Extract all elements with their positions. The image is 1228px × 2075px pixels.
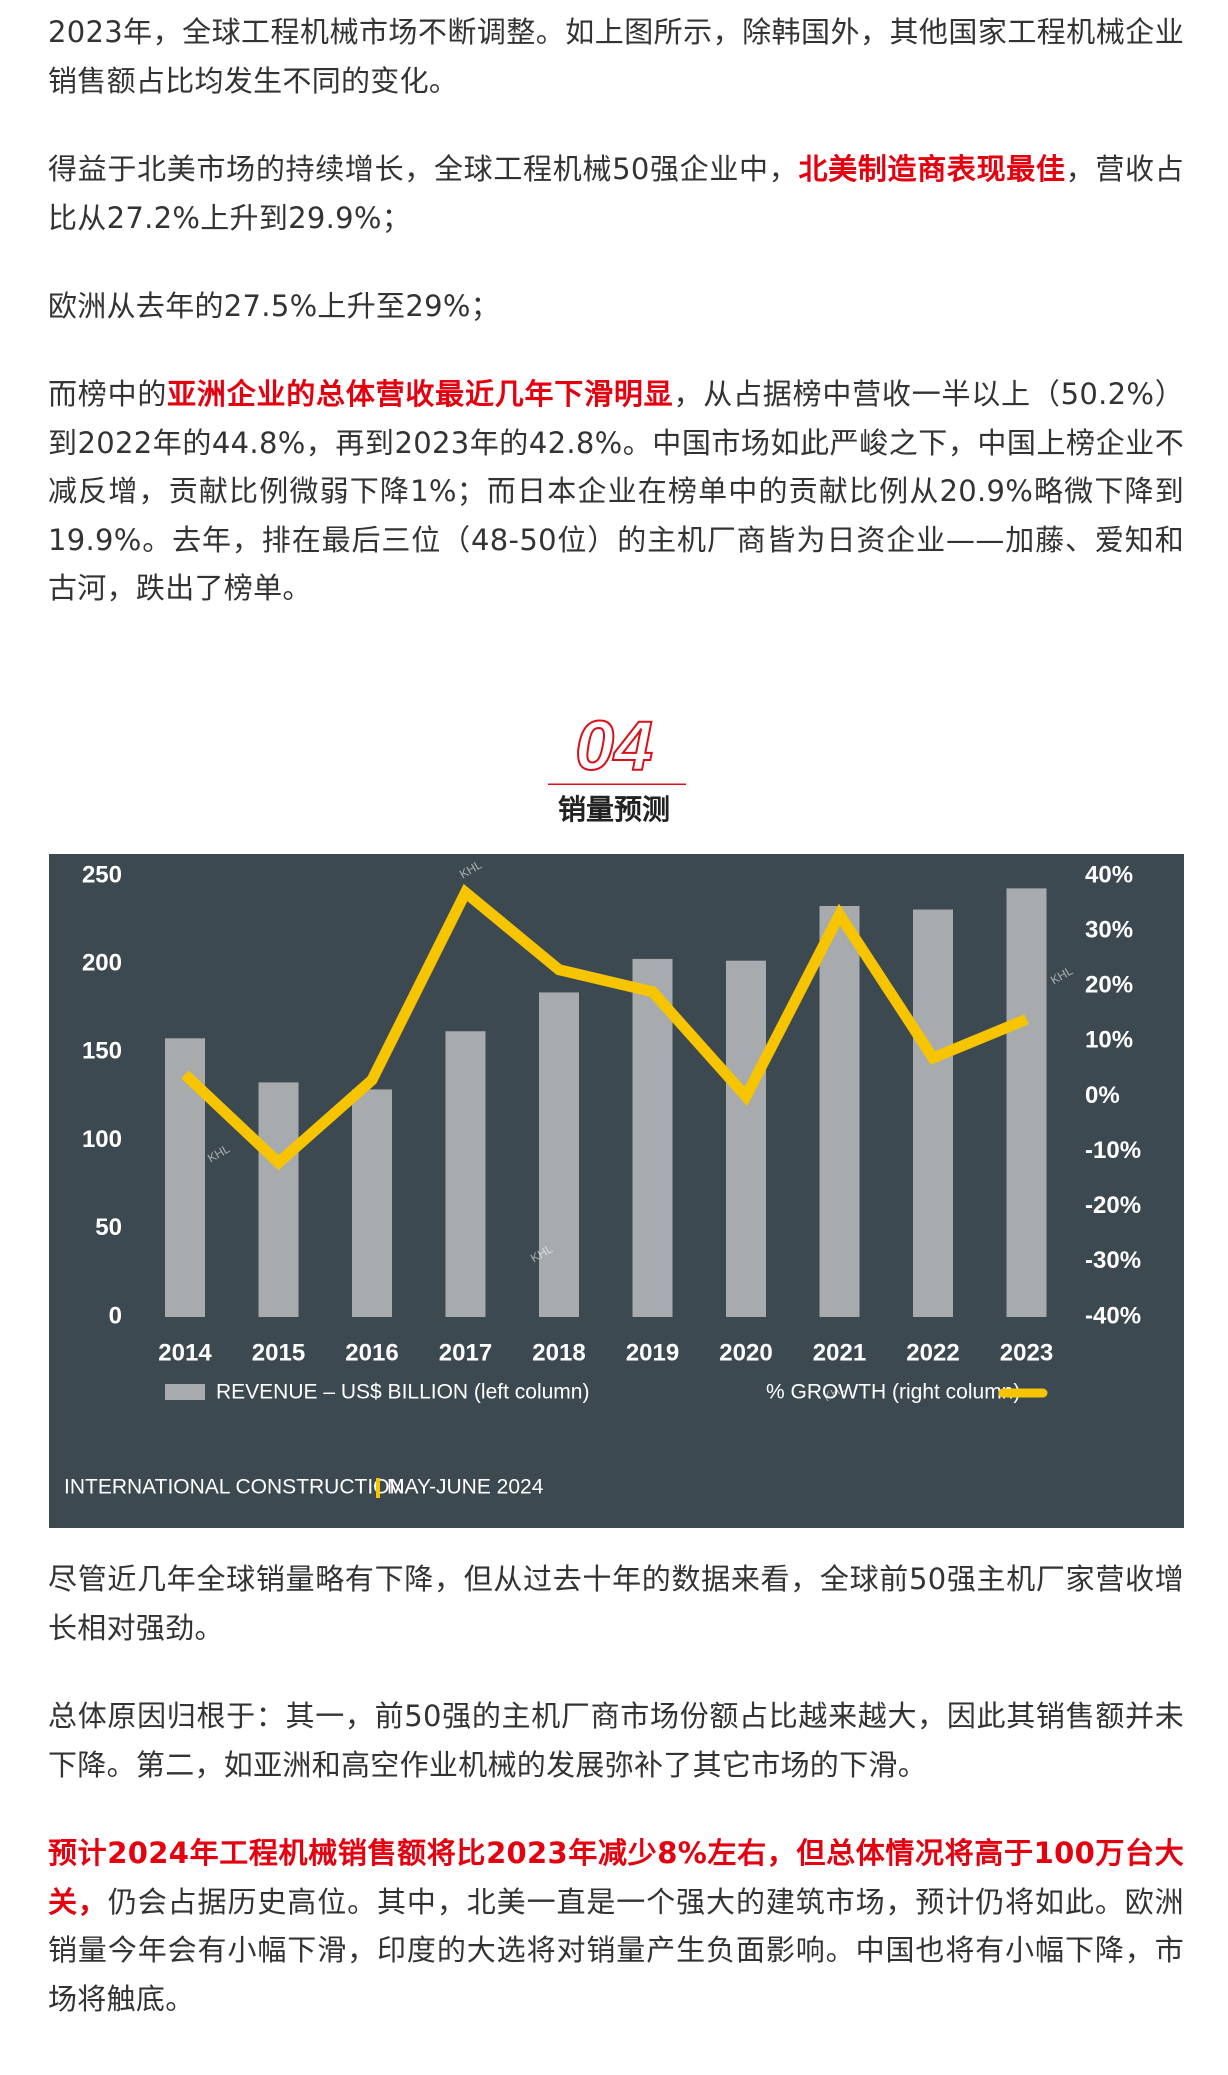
paragraph: 尽管近几年全球销量略有下降，但从过去十年的数据来看，全球前50强主机厂家营收增长… [48, 1555, 1184, 1652]
text: 欧洲从去年的27.5%上升至29%； [48, 289, 500, 323]
text: 仍会占据历史高位。其中，北美一直是一个强大的建筑市场，预计仍将如此。欧洲销量今年… [48, 1884, 1184, 2016]
section-number-text: 04 [575, 706, 653, 784]
x-tick-label: 2016 [345, 1339, 398, 1366]
bar [352, 1089, 392, 1317]
x-tick-label: 2014 [158, 1339, 212, 1366]
paragraph: 而榜中的亚洲企业的总体营收最近几年下滑明显，从占据榜中营收一半以上（50.2%）… [48, 370, 1184, 613]
x-tick-label: 2021 [813, 1339, 866, 1366]
x-tick-label: 2015 [252, 1339, 305, 1366]
source-label: INTERNATIONAL CONSTRUCTION [64, 1476, 405, 1499]
y-tick-label: 0 [109, 1302, 122, 1329]
bar [913, 909, 953, 1317]
x-tick-label: 2018 [532, 1339, 585, 1366]
emphasis-text: 北美制造商表现最佳 [798, 152, 1066, 186]
x-tick-label: 2023 [1000, 1339, 1053, 1366]
text: 总体原因归根于：其一，前50强的主机厂商市场份额占比越来越大，因此其销售额并未下… [48, 1699, 1184, 1782]
y-tick-label: 200 [82, 950, 122, 977]
y2-tick-label: 20% [1085, 972, 1133, 999]
paragraph: 预计2024年工程机械销售额将比2023年减少8%左右，但总体情况将高于100万… [48, 1829, 1184, 2023]
text: ，从占据榜中营收一半以上（50.2%）到2022年的44.8%，再到2023年的… [48, 377, 1185, 605]
text: 得益于北美市场的持续增长，全球工程机械50强企业中， [48, 152, 799, 186]
legend-label: % GROWTH (right column) [766, 1381, 1020, 1404]
y2-tick-label: -10% [1085, 1137, 1141, 1164]
y2-tick-label: 10% [1085, 1027, 1133, 1054]
paragraph: 得益于北美市场的持续增长，全球工程机械50强企业中，北美制造商表现最佳，营收占比… [48, 145, 1184, 242]
source-divider [376, 1478, 380, 1498]
y2-tick-label: 40% [1085, 861, 1133, 888]
paragraph: 总体原因归根于：其一，前50强的主机厂商市场份额占比越来越大，因此其销售额并未下… [48, 1692, 1184, 1789]
y2-tick-label: -30% [1085, 1247, 1141, 1274]
legend-label: REVENUE – US$ BILLION (left column) [216, 1381, 589, 1404]
bar [445, 1031, 486, 1317]
y2-tick-label: -40% [1085, 1302, 1141, 1329]
y2-tick-label: 30% [1085, 916, 1133, 943]
source-label: MAY-JUNE 2024 [387, 1476, 544, 1499]
text: 尽管近几年全球销量略有下降，但从过去十年的数据来看，全球前50强主机厂家营收增长… [48, 1562, 1184, 1645]
chart: 0 50 100 150 200 250 -40% -30% -20% -10% 0% 10% 20% 3… [49, 854, 1184, 1528]
y-tick-label: 100 [82, 1126, 122, 1153]
emphasis-text: 亚洲企业的总体营收最近几年下滑明显 [167, 377, 674, 411]
bar [726, 960, 766, 1317]
y-tick-label: 150 [82, 1038, 122, 1065]
section-number: 04 [548, 705, 686, 785]
section-title: 销量预测 [557, 793, 670, 826]
text: ，营收占比从27.2%上升到29.9%； [48, 152, 1185, 235]
x-tick-label: 2017 [439, 1339, 492, 1366]
bar [1006, 888, 1047, 1317]
bar [539, 992, 579, 1317]
bar [819, 905, 860, 1317]
x-tick-label: 2022 [906, 1339, 959, 1366]
bar [258, 1082, 299, 1317]
chart-background [49, 854, 1184, 1528]
y2-tick-label: 0% [1085, 1082, 1120, 1109]
paragraph: 2023年，全球工程机械市场不断调整。如上图所示，除韩国外，其他国家工程机械企业… [48, 8, 1184, 105]
legend-swatch [165, 1384, 205, 1400]
y-tick-label: 50 [95, 1214, 122, 1241]
y2-tick-label: -20% [1085, 1192, 1141, 1219]
growth-line [181, 883, 1029, 1171]
emphasis-text: 预计2024年工程机械销售额将比2023年减少8%左右，但总体情况将高于100万… [48, 1836, 1184, 1919]
x-tick-label: 2019 [626, 1339, 679, 1366]
paragraph: 欧洲从去年的27.5%上升至29%； [48, 282, 1184, 331]
bar [632, 958, 673, 1317]
text: 而榜中的 [48, 377, 168, 411]
text: 2023年，全球工程机械市场不断调整。如上图所示，除韩国外，其他国家工程机械企业… [48, 15, 1184, 98]
y-tick-label: 250 [82, 861, 122, 888]
x-tick-label: 2020 [719, 1339, 772, 1366]
